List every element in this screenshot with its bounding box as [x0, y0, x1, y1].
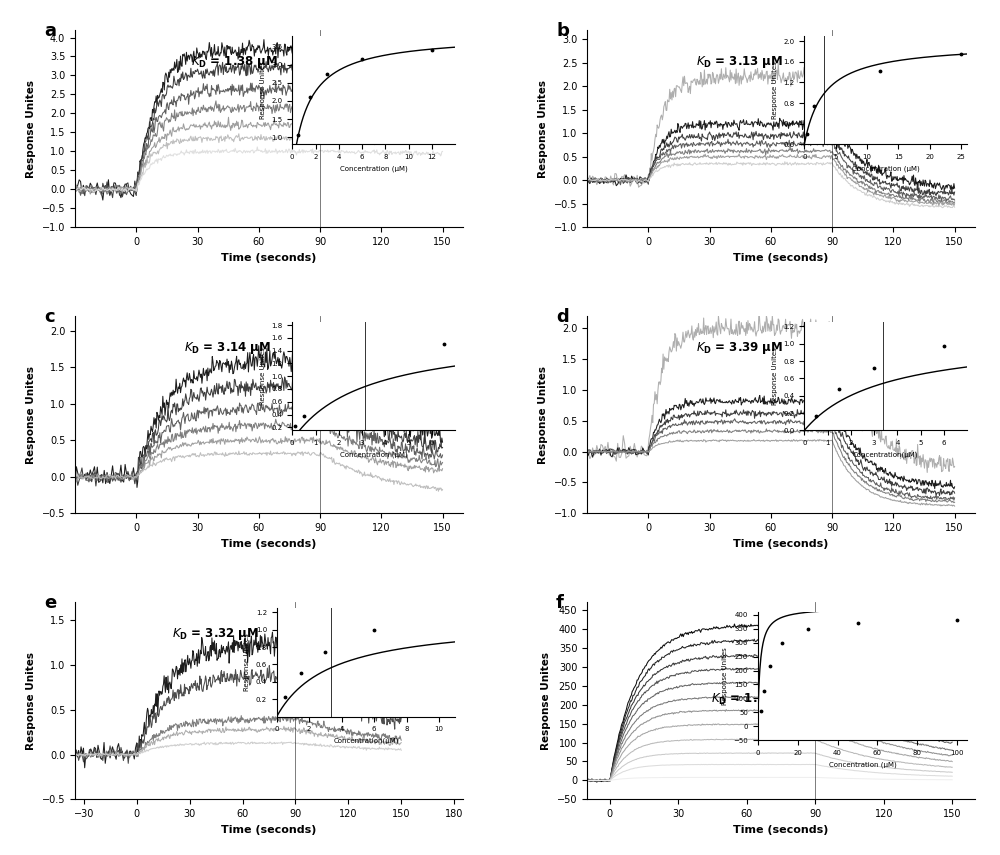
Text: $K_\mathregular{D}$ = 1.15 μM: $K_\mathregular{D}$ = 1.15 μM	[711, 691, 798, 707]
X-axis label: Time (seconds): Time (seconds)	[221, 252, 317, 262]
Text: d: d	[556, 308, 569, 326]
Text: $K_\mathregular{D}$ = 3.14 μM: $K_\mathregular{D}$ = 3.14 μM	[184, 339, 271, 356]
Text: $K_\mathregular{D}$ = 3.13 μM: $K_\mathregular{D}$ = 3.13 μM	[696, 54, 783, 69]
Text: e: e	[44, 594, 56, 612]
Text: c: c	[44, 308, 55, 326]
Text: f: f	[556, 594, 564, 612]
Text: a: a	[44, 22, 56, 40]
Text: b: b	[556, 22, 569, 40]
X-axis label: Time (seconds): Time (seconds)	[733, 825, 829, 834]
Y-axis label: Response Unites: Response Unites	[26, 80, 36, 178]
Y-axis label: Response Unites: Response Unites	[541, 652, 551, 750]
Y-axis label: Response Unites: Response Unites	[26, 366, 36, 463]
X-axis label: Time (seconds): Time (seconds)	[733, 539, 829, 549]
X-axis label: Time (seconds): Time (seconds)	[733, 252, 829, 262]
Text: $K_\mathregular{D}$ = 1.38 μM: $K_\mathregular{D}$ = 1.38 μM	[191, 54, 279, 69]
Text: $K_\mathregular{D}$ = 3.39 μM: $K_\mathregular{D}$ = 3.39 μM	[696, 339, 783, 356]
Y-axis label: Response Unites: Response Unites	[538, 80, 548, 178]
X-axis label: Time (seconds): Time (seconds)	[221, 539, 317, 549]
Y-axis label: Response Unites: Response Unites	[538, 366, 548, 463]
X-axis label: Time (seconds): Time (seconds)	[221, 825, 317, 834]
Text: $K_\mathregular{D}$ = 3.32 μM: $K_\mathregular{D}$ = 3.32 μM	[172, 626, 259, 642]
Y-axis label: Response Unites: Response Unites	[26, 652, 36, 750]
